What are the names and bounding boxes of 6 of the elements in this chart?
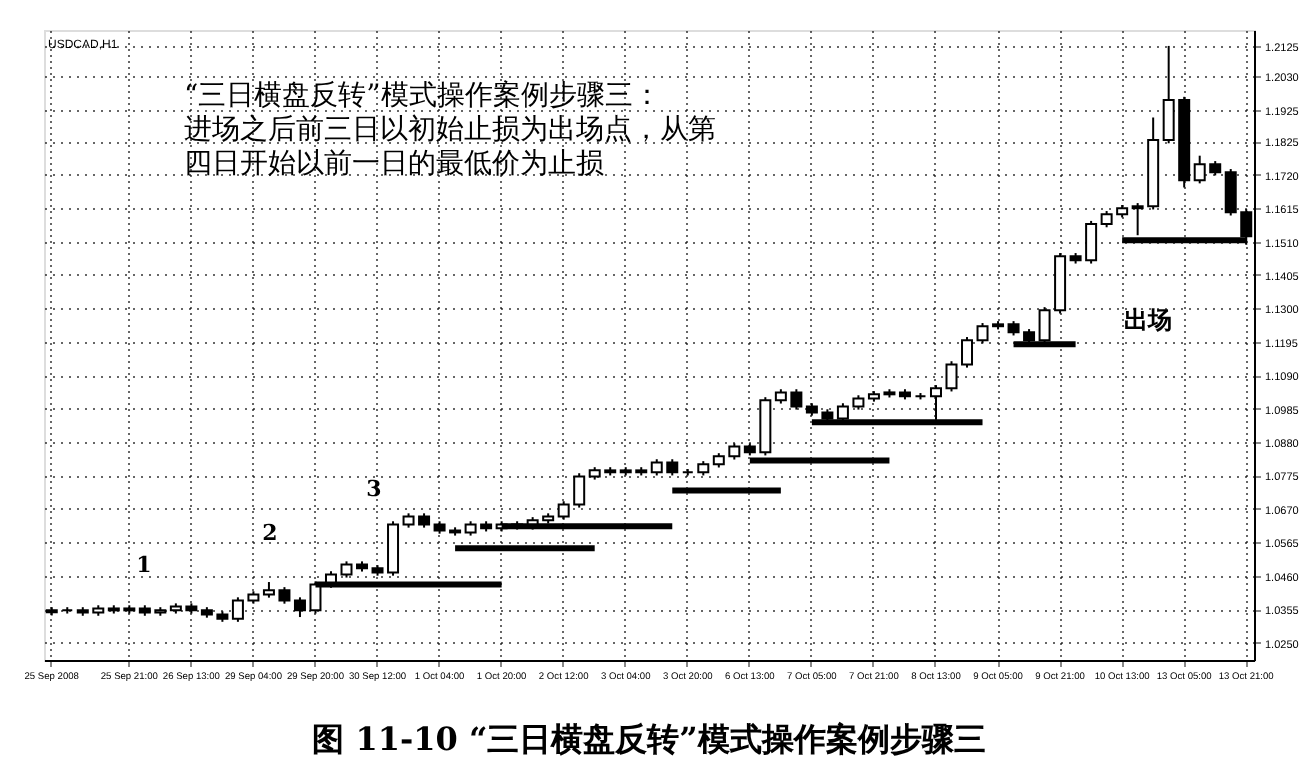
text: 图 11-10 “三日横盘反转”模式操作案例步骤三 <box>312 719 986 758</box>
annotation: 3 <box>366 476 382 502</box>
annotation: “三日横盘反转”模式操作案例步骤三：进场之后前三日以初始止损为出场点，从第四日开始以前一日的最低价为止损 <box>184 78 716 180</box>
annotation: 1 <box>136 552 152 578</box>
annotation: 2 <box>262 520 278 546</box>
annotation: 出场 <box>1124 306 1172 334</box>
